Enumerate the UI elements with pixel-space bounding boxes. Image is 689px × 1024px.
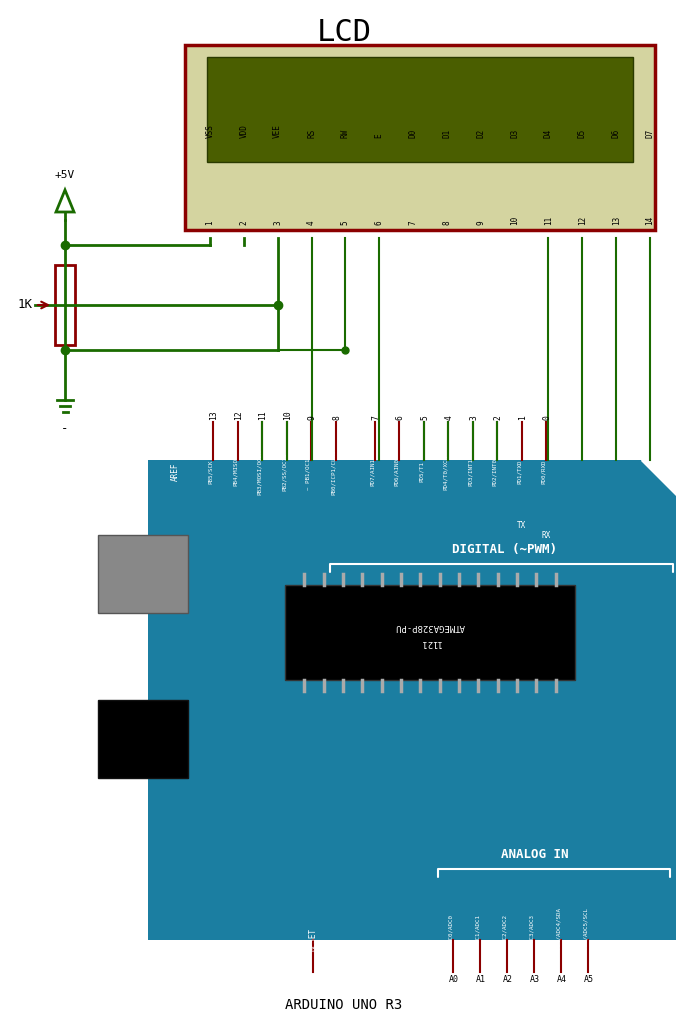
Text: PD1/TXD: PD1/TXD (517, 460, 522, 484)
Text: 10: 10 (510, 216, 519, 225)
Text: PD0/RXD: PD0/RXD (541, 460, 546, 484)
Text: 13: 13 (209, 411, 218, 420)
Text: PD7/AIN1: PD7/AIN1 (370, 458, 375, 486)
Text: 9: 9 (476, 220, 485, 225)
Text: A3: A3 (530, 975, 540, 984)
Text: TX: TX (517, 520, 526, 529)
Text: PC5/ADC5/SCL: PC5/ADC5/SCL (583, 907, 588, 949)
Bar (55, 265, 75, 345)
Text: A1: A1 (476, 975, 486, 984)
Text: PC3/ADC3: PC3/ADC3 (529, 914, 534, 942)
Text: ATMEGA328P-PU: ATMEGA328P-PU (395, 622, 465, 631)
Text: PB2/SS/OC1B: PB2/SS/OC1B (282, 453, 287, 492)
Text: LCD: LCD (316, 18, 371, 47)
Text: 9: 9 (307, 415, 316, 420)
Bar (285, 585, 575, 680)
Text: PD2/INT0: PD2/INT0 (492, 458, 497, 486)
Text: AREF: AREF (170, 463, 180, 481)
Text: 1K: 1K (18, 299, 33, 311)
Text: PB5/SCK: PB5/SCK (208, 460, 213, 484)
Text: 1: 1 (205, 220, 214, 225)
Text: RX: RX (542, 530, 551, 540)
Text: 14: 14 (646, 216, 655, 225)
Text: 11: 11 (258, 411, 267, 420)
Text: 1121: 1121 (419, 638, 441, 647)
Text: 7: 7 (409, 220, 418, 225)
Text: D2: D2 (476, 129, 485, 138)
Text: PC0/ADC0: PC0/ADC0 (448, 914, 453, 942)
Bar (185, 45, 655, 230)
Text: 3: 3 (274, 220, 282, 225)
Text: 12: 12 (234, 411, 243, 420)
Text: A5: A5 (584, 975, 594, 984)
Text: PB0/ICP1/CLKO: PB0/ICP1/CLKO (331, 450, 336, 495)
Text: PD3/INT1: PD3/INT1 (468, 458, 473, 486)
Text: 2: 2 (239, 220, 248, 225)
Text: D1: D1 (442, 129, 451, 138)
Bar (98, 535, 188, 613)
Text: 4: 4 (444, 415, 453, 420)
Text: 8: 8 (332, 415, 341, 420)
Text: ANALOG IN: ANALOG IN (502, 849, 568, 861)
Text: 6: 6 (395, 415, 404, 420)
Text: A0: A0 (449, 975, 459, 984)
Text: 10: 10 (283, 411, 292, 420)
Text: D7: D7 (646, 129, 655, 138)
Bar (207, 57, 633, 162)
Text: D5: D5 (578, 129, 587, 138)
Text: 8: 8 (442, 220, 451, 225)
Bar (98, 700, 188, 778)
Text: PB3/MOSI/OC2A: PB3/MOSI/OC2A (257, 450, 262, 495)
Text: A2: A2 (503, 975, 513, 984)
Text: -: - (61, 422, 69, 435)
Text: PD5/T1: PD5/T1 (419, 462, 424, 482)
Text: PC4/ADC4/SDA: PC4/ADC4/SDA (556, 907, 561, 949)
Text: PC2/ADC2: PC2/ADC2 (502, 914, 507, 942)
Text: PB4/MISO: PB4/MISO (232, 458, 238, 486)
Text: RESET: RESET (309, 928, 318, 951)
Text: VSS: VSS (205, 124, 214, 138)
Text: RW: RW (341, 129, 350, 138)
Text: 1: 1 (518, 415, 527, 420)
Text: VDD: VDD (239, 124, 248, 138)
Text: 13: 13 (612, 216, 621, 225)
Text: +5V: +5V (55, 170, 75, 180)
Text: 11: 11 (544, 216, 553, 225)
Text: D4: D4 (544, 129, 553, 138)
Text: D0: D0 (409, 129, 418, 138)
Text: A4: A4 (557, 975, 567, 984)
Text: 12: 12 (578, 216, 587, 225)
Text: 5: 5 (341, 220, 350, 225)
Text: E: E (375, 133, 384, 138)
Text: ARDUINO UNO R3: ARDUINO UNO R3 (285, 998, 402, 1012)
Bar (148, 460, 676, 940)
Text: D3: D3 (510, 129, 519, 138)
Text: RS: RS (307, 129, 316, 138)
Text: 7: 7 (371, 415, 380, 420)
Text: 2: 2 (494, 415, 503, 420)
Text: PD6/AIN0: PD6/AIN0 (394, 458, 399, 486)
Text: DIGITAL (~PWM): DIGITAL (~PWM) (453, 544, 557, 556)
Text: 3: 3 (469, 415, 478, 420)
Polygon shape (641, 460, 676, 495)
Text: PD4/T0/XCK: PD4/T0/XCK (443, 455, 449, 489)
Text: 6: 6 (375, 220, 384, 225)
Text: D6: D6 (612, 129, 621, 138)
Text: PC1/ADC1: PC1/ADC1 (475, 914, 480, 942)
Text: VEE: VEE (274, 124, 282, 138)
Text: 4: 4 (307, 220, 316, 225)
Text: ~ PB1/OC1A: ~ PB1/OC1A (306, 455, 311, 489)
Text: 5: 5 (420, 415, 429, 420)
Text: 0: 0 (543, 415, 552, 420)
